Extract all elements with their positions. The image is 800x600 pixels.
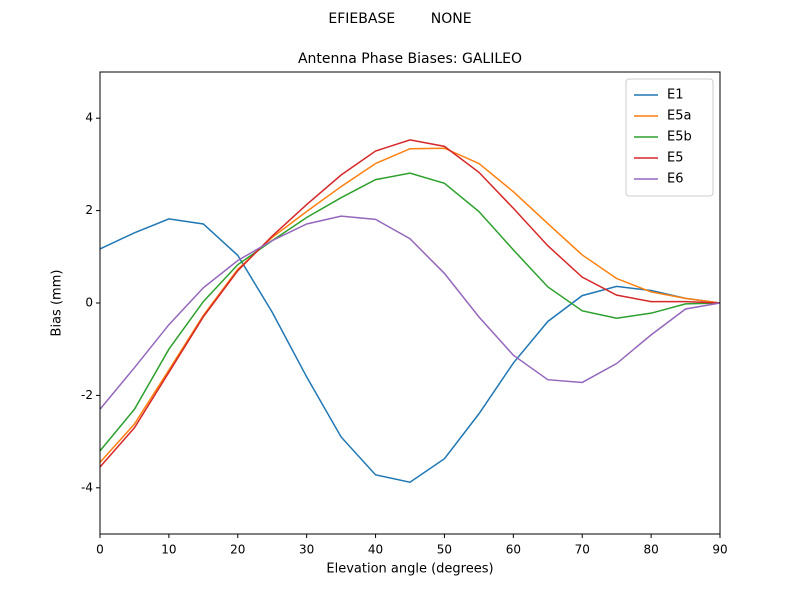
x-tick-label: 20 xyxy=(230,543,245,557)
x-tick-label: 40 xyxy=(368,543,383,557)
x-tick-label: 90 xyxy=(712,543,727,557)
legend-label: E6 xyxy=(667,172,684,187)
chart-title: Antenna Phase Biases: GALILEO xyxy=(298,51,522,67)
y-tick-label: -2 xyxy=(81,388,93,402)
series-line xyxy=(99,215,721,410)
x-tick-label: 30 xyxy=(299,543,314,557)
series-line xyxy=(99,172,721,452)
x-tick-label: 60 xyxy=(506,543,521,557)
y-tick-label: -4 xyxy=(81,480,93,494)
x-tick-label: 10 xyxy=(161,543,176,557)
y-tick-label: 2 xyxy=(85,203,93,217)
series-line xyxy=(99,139,721,468)
legend: E1 E5a E5b E5 E6 xyxy=(625,78,714,197)
legend-box xyxy=(625,78,714,197)
x-tick-label: 70 xyxy=(575,543,590,557)
legend-label: E5a xyxy=(667,109,691,124)
x-tick-label: 0 xyxy=(96,543,104,557)
y-tick-label: 0 xyxy=(85,296,93,310)
y-tick-label: 4 xyxy=(85,111,93,125)
plot-frame xyxy=(99,71,721,535)
legend-label: E1 xyxy=(667,88,684,103)
suptitle: EFIEBASE NONE xyxy=(328,11,471,27)
x-axis-label: Elevation angle (degrees) xyxy=(326,562,493,577)
legend-label: E5b xyxy=(667,130,692,145)
series-line xyxy=(99,218,721,484)
x-tick-label: 50 xyxy=(437,543,452,557)
legend-label: E5 xyxy=(667,151,684,166)
x-tick-label: 80 xyxy=(643,543,658,557)
series-line xyxy=(99,147,721,463)
y-axis-label: Bias (mm) xyxy=(50,270,65,337)
